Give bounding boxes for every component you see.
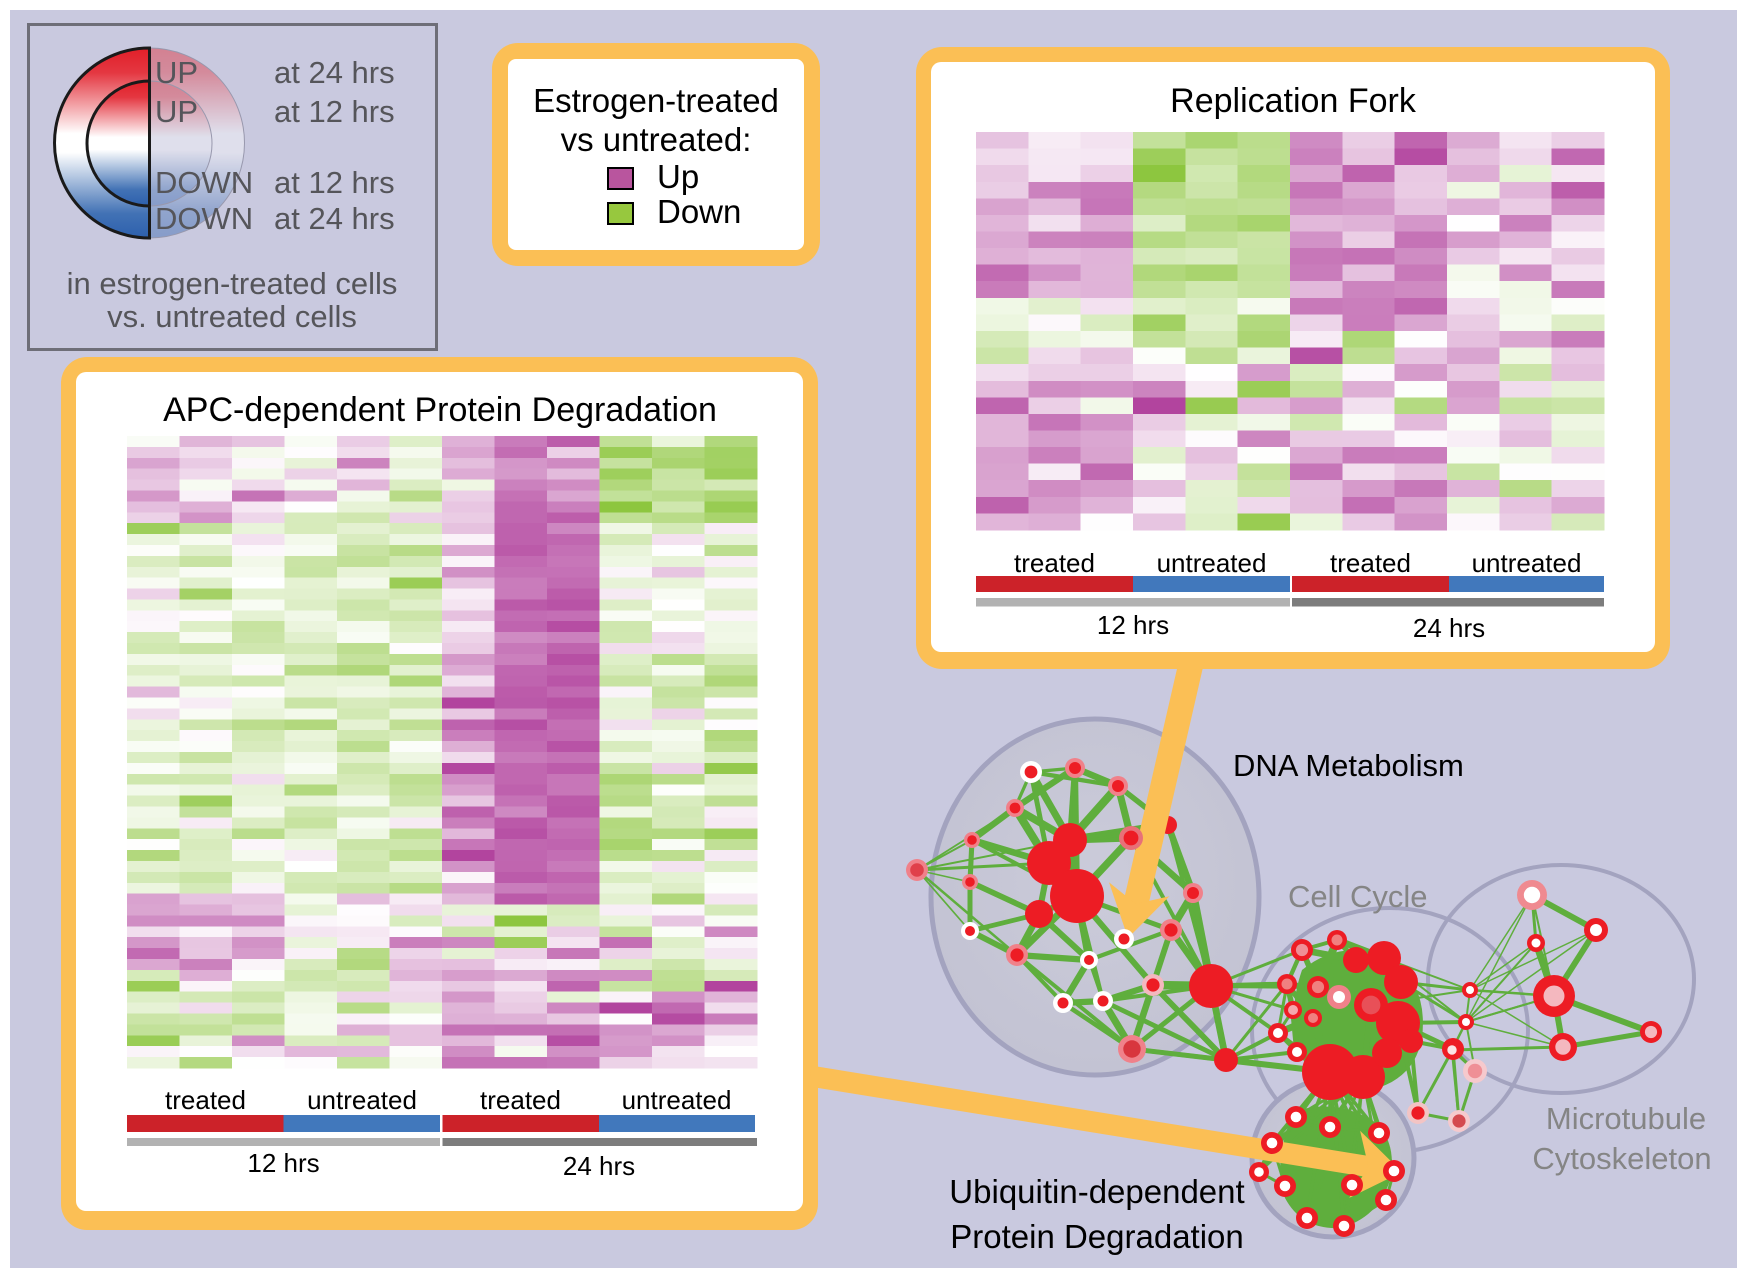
svg-text:Microtubule: Microtubule xyxy=(1546,1101,1706,1136)
svg-text:untreated: untreated xyxy=(1157,548,1267,578)
svg-text:Protein Degradation: Protein Degradation xyxy=(950,1218,1244,1255)
svg-text:untreated: untreated xyxy=(307,1085,417,1115)
svg-text:treated: treated xyxy=(1014,548,1095,578)
svg-text:at 12 hrs: at 12 hrs xyxy=(274,94,395,129)
svg-text:Ubiquitin-dependent: Ubiquitin-dependent xyxy=(949,1173,1244,1210)
svg-text:untreated: untreated xyxy=(1472,548,1582,578)
svg-text:Down: Down xyxy=(657,193,741,230)
svg-text:at 24 hrs: at 24 hrs xyxy=(274,201,395,236)
svg-text:Up: Up xyxy=(657,158,699,195)
svg-text:at 24 hrs: at 24 hrs xyxy=(274,55,395,90)
svg-text:treated: treated xyxy=(1330,548,1411,578)
svg-text:at 12 hrs: at 12 hrs xyxy=(274,165,395,200)
svg-text:24 hrs: 24 hrs xyxy=(563,1151,635,1181)
svg-text:untreated: untreated xyxy=(622,1085,732,1115)
svg-text:treated: treated xyxy=(165,1085,246,1115)
svg-text:12 hrs: 12 hrs xyxy=(1097,610,1169,640)
svg-text:vs. untreated cells: vs. untreated cells xyxy=(107,299,357,334)
svg-text:DOWN: DOWN xyxy=(155,201,253,236)
svg-text:DNA Metabolism: DNA Metabolism xyxy=(1233,748,1464,783)
svg-text:APC-dependent Protein Degradat: APC-dependent Protein Degradation xyxy=(163,391,717,429)
svg-text:Replication Fork: Replication Fork xyxy=(1170,82,1417,120)
svg-text:24 hrs: 24 hrs xyxy=(1413,613,1485,643)
svg-text:UP: UP xyxy=(155,55,198,90)
svg-text:Cytoskeleton: Cytoskeleton xyxy=(1532,1141,1711,1176)
svg-text:in estrogen-treated cells: in estrogen-treated cells xyxy=(67,266,398,301)
svg-text:vs untreated:: vs untreated: xyxy=(561,121,752,158)
svg-text:UP: UP xyxy=(155,94,198,129)
svg-text:Estrogen-treated: Estrogen-treated xyxy=(533,82,779,119)
svg-text:treated: treated xyxy=(480,1085,561,1115)
svg-text:DOWN: DOWN xyxy=(155,165,253,200)
svg-text:Cell Cycle: Cell Cycle xyxy=(1288,879,1428,914)
svg-text:12 hrs: 12 hrs xyxy=(247,1148,319,1178)
